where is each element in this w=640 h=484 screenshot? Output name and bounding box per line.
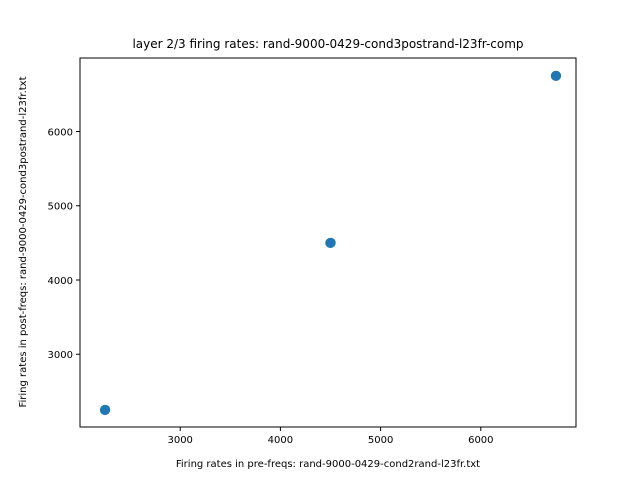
plot-frame — [79, 57, 577, 428]
x-axis-ticks: 3000 4000 5000 6000 — [167, 427, 494, 446]
x-tick-label: 6000 — [468, 435, 493, 446]
x-axis-label: Firing rates in pre-freqs: rand-9000-042… — [176, 459, 480, 470]
data-point-8 — [550, 70, 561, 81]
y-tick-label: 4000 — [48, 276, 73, 287]
y-axis-ticks: 3000 4000 5000 6000 — [48, 128, 80, 361]
y-axis-label: Firing rates in post-freqs: rand-9000-04… — [18, 76, 29, 407]
y-tick-label: 5000 — [48, 202, 73, 213]
x-tick-label: 5000 — [368, 435, 393, 446]
x-tick-label: 4000 — [268, 435, 293, 446]
chart-title: layer 2/3 firing rates: rand-9000-0429-c… — [132, 37, 523, 51]
y-tick-label: 6000 — [48, 128, 73, 139]
data-points — [99, 70, 562, 416]
x-tick-label: 3000 — [167, 435, 192, 446]
data-point-2 — [99, 405, 110, 416]
data-point-5 — [325, 237, 336, 248]
y-tick-label: 3000 — [48, 350, 73, 361]
